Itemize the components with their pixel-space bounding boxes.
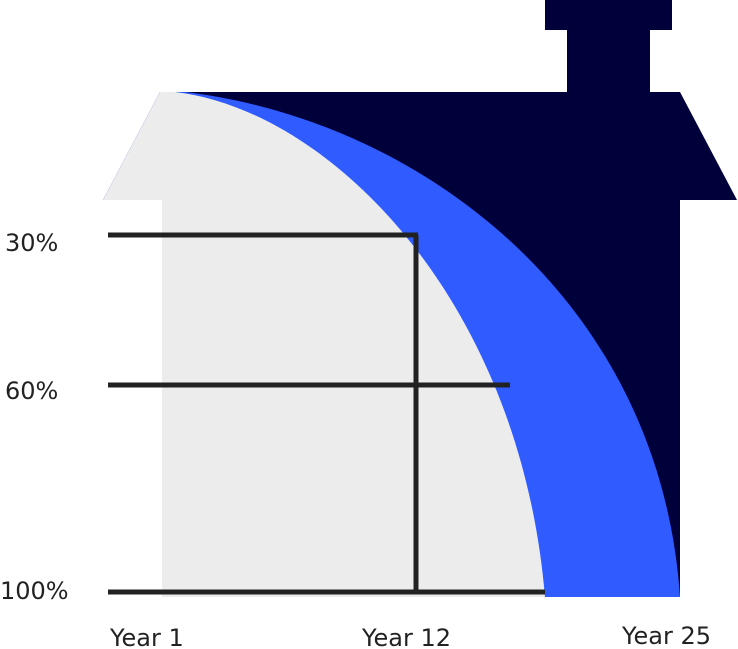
gray-area <box>103 92 545 597</box>
y-label: 30% <box>5 229 58 257</box>
x-label: Year 25 <box>621 622 711 649</box>
x-label: Year 1 <box>109 624 184 649</box>
guide-lines <box>108 232 545 595</box>
y-label: 100% <box>0 577 69 605</box>
x-label: Year 12 <box>361 624 451 649</box>
y-label: 60% <box>5 377 58 405</box>
